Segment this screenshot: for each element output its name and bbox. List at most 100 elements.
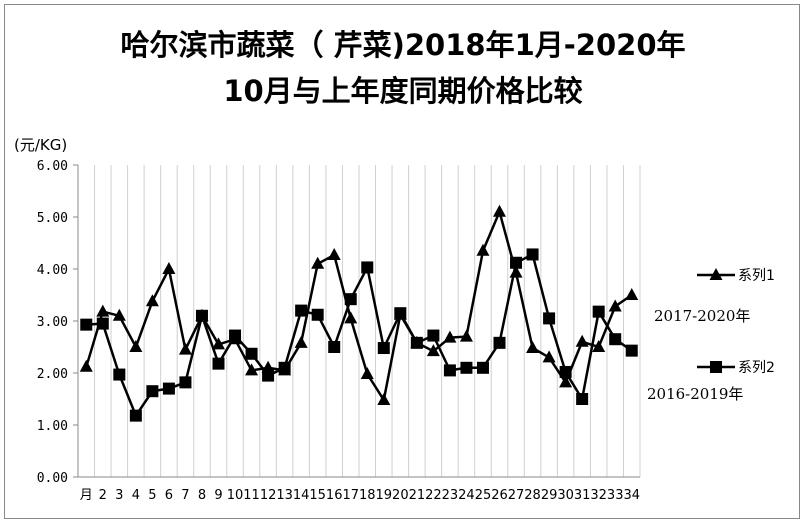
data-point xyxy=(625,344,638,357)
data-point xyxy=(510,256,523,269)
y-axis-ticks: 0.00 1.00 2.00 3.00 4.00 5.00 6.00 xyxy=(37,159,78,486)
data-point xyxy=(542,350,556,363)
x-tick-label: 9 xyxy=(214,488,222,503)
data-point xyxy=(327,247,341,260)
data-point xyxy=(476,243,490,256)
legend-label: 系列1 xyxy=(738,268,775,284)
x-tick-label: 25 xyxy=(475,488,492,503)
data-point xyxy=(212,357,225,370)
data-point xyxy=(195,309,208,322)
y-tick-label: 4.00 xyxy=(37,263,68,278)
data-point xyxy=(410,336,423,349)
x-tick-label: 15 xyxy=(309,488,326,503)
data-point xyxy=(443,330,457,343)
data-point xyxy=(262,369,275,382)
data-point xyxy=(559,365,572,378)
x-tick-label: 22 xyxy=(425,488,442,503)
series-line xyxy=(86,252,633,419)
data-point xyxy=(559,375,573,388)
data-point xyxy=(344,293,357,306)
x-tick-label: 33 xyxy=(607,488,624,503)
data-point xyxy=(294,335,308,348)
data-point xyxy=(476,361,489,374)
x-tick-label: 2 xyxy=(99,488,107,503)
x-tick-label: 6 xyxy=(165,488,173,503)
data-point xyxy=(608,299,622,312)
series1-note: 2017-2020年 xyxy=(654,307,751,325)
data-point xyxy=(178,342,192,355)
data-point xyxy=(344,311,358,324)
data-point xyxy=(394,307,407,320)
data-point xyxy=(113,368,126,381)
x-tick-label: 16 xyxy=(326,488,343,503)
x-tick-label: 20 xyxy=(392,488,409,503)
x-tick-label: 31 xyxy=(574,488,591,503)
data-point xyxy=(592,305,605,318)
data-point xyxy=(112,308,126,321)
data-point xyxy=(79,359,93,372)
x-tick-label: 11 xyxy=(243,488,260,503)
data-point xyxy=(96,317,109,330)
x-tick-label: 27 xyxy=(508,488,525,503)
chart-frame xyxy=(4,4,800,519)
y-axis-label: (元/KG) xyxy=(14,136,68,154)
data-point xyxy=(146,385,159,398)
x-tick-label: 17 xyxy=(342,488,359,503)
data-point xyxy=(543,312,556,325)
legend-label: 系列2 xyxy=(738,360,775,376)
data-point xyxy=(162,262,176,274)
data-point xyxy=(360,367,374,380)
x-tick-label: 7 xyxy=(181,488,189,503)
x-tick-label: 5 xyxy=(148,488,156,503)
data-point xyxy=(179,376,192,389)
x-tick-label: 13 xyxy=(276,488,293,503)
x-tick-label: 21 xyxy=(409,488,426,503)
x-tick-label: 10 xyxy=(227,488,244,503)
x-tick-label: 3 xyxy=(115,488,123,503)
data-point xyxy=(212,337,225,350)
data-point xyxy=(526,248,539,261)
data-point xyxy=(96,304,110,317)
data-point xyxy=(377,393,391,406)
data-point xyxy=(493,336,506,349)
data-point xyxy=(145,294,159,307)
data-point xyxy=(80,318,93,331)
legend: 系列1 系列2 xyxy=(697,268,775,376)
series-2 xyxy=(80,248,638,422)
y-tick-label: 0.00 xyxy=(37,471,68,486)
y-tick-label: 5.00 xyxy=(37,211,68,226)
data-point xyxy=(278,361,291,374)
data-point xyxy=(609,333,622,346)
x-tick-label: 19 xyxy=(376,488,393,503)
data-point xyxy=(129,340,143,352)
data-point xyxy=(575,334,589,347)
x-tick-label: 30 xyxy=(557,488,574,503)
data-point xyxy=(460,361,473,374)
x-tick-label: 32 xyxy=(590,488,607,503)
data-point xyxy=(526,341,540,354)
data-point xyxy=(229,329,242,342)
series-line xyxy=(85,207,633,404)
data-point xyxy=(443,364,456,377)
x-tick-label: 月 xyxy=(80,488,93,503)
series2-note: 2016-2019年 xyxy=(647,385,744,403)
data-point xyxy=(377,342,390,355)
data-point xyxy=(459,329,473,342)
y-tick-label: 2.00 xyxy=(37,367,68,382)
x-tick-label: 24 xyxy=(458,488,475,503)
data-point xyxy=(625,288,639,300)
x-tick-label: 4 xyxy=(132,488,140,503)
x-tick-label: 34 xyxy=(623,488,640,503)
data-point xyxy=(295,304,308,317)
x-tick-label: 28 xyxy=(524,488,541,503)
data-point xyxy=(245,347,258,360)
data-point xyxy=(328,341,341,353)
x-tick-label: 26 xyxy=(491,488,508,503)
x-tick-label: 14 xyxy=(293,488,310,503)
data-point xyxy=(245,363,259,376)
legend-marker xyxy=(709,268,723,280)
data-point xyxy=(129,409,142,422)
chart-title: 哈尔滨市蔬菜（ 芹菜)2018年1月-2020年 xyxy=(120,28,686,62)
y-tick-label: 6.00 xyxy=(37,159,68,174)
